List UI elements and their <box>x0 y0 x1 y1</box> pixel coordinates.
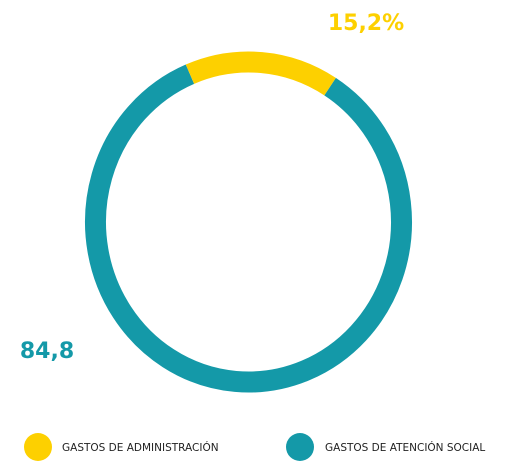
legend-swatch <box>286 433 314 461</box>
value-label: 84,8 <box>20 339 74 364</box>
legend-label: GASTOS DE ATENCIÓN SOCIAL <box>325 441 485 454</box>
legend-swatch <box>24 433 52 461</box>
value-label: 15,2% <box>328 11 404 36</box>
donut-segment <box>85 64 412 393</box>
donut-segment <box>185 51 336 96</box>
legend-label: GASTOS DE ADMINISTRACIÓN <box>62 441 219 454</box>
